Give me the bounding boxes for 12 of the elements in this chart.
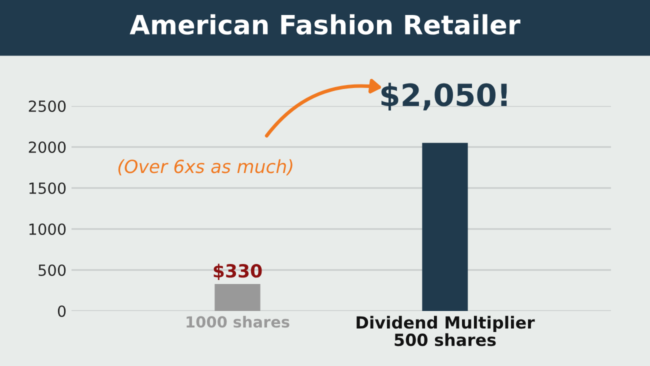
y-tick-label: 500	[38, 264, 66, 276]
x-tick-label: 1000 shares	[186, 316, 290, 328]
y-tick-label: 1000	[29, 223, 66, 236]
y-tick-label: 2000	[28, 141, 66, 154]
y-tick-label: 1500	[29, 182, 66, 194]
x-tick-label: Dividend Multiplier 500 shares	[356, 316, 535, 346]
y-tick-label: 0	[58, 305, 66, 318]
y-tick-label: 2500	[28, 100, 66, 112]
data-label: $2,050!	[381, 82, 507, 110]
data-label: $330	[214, 264, 262, 280]
annotation: (Over 6xs as much)	[118, 159, 292, 176]
chart-title: American Fashion Retailer	[130, 14, 520, 35]
